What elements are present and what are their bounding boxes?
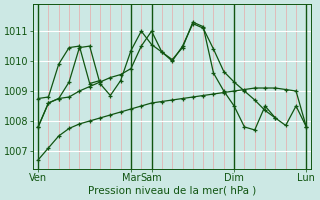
X-axis label: Pression niveau de la mer( hPa ): Pression niveau de la mer( hPa ) bbox=[88, 186, 256, 196]
